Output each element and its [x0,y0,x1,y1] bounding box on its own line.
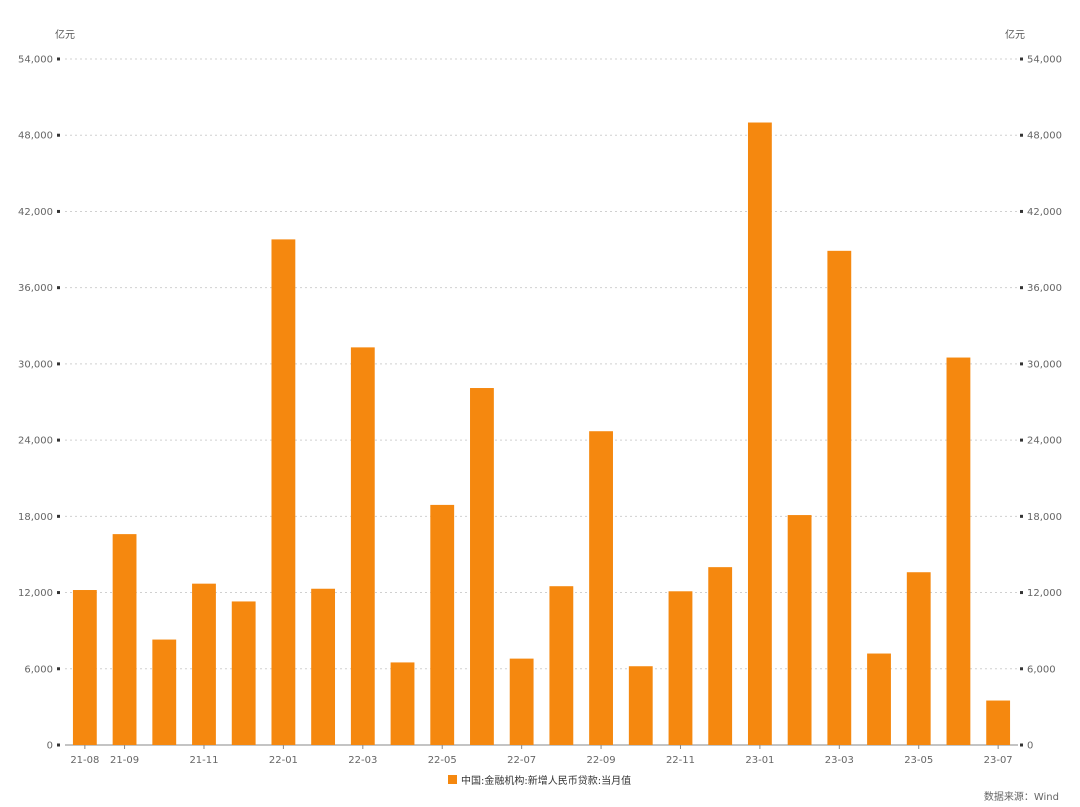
y-tick-right [1020,286,1023,290]
y-tick-left [57,133,60,137]
x-tick-label: 23-07 [984,755,1013,766]
y-tick-label-right: 54,000 [1027,55,1062,66]
y-tick-left [57,209,60,213]
bar-22-06 [470,388,494,745]
y-tick-left [57,591,60,595]
x-tick-label: 23-01 [745,755,774,766]
x-tick-label: 22-01 [269,755,298,766]
y-tick-label-right: 12,000 [1027,588,1062,599]
x-tick-label: 22-03 [348,755,377,766]
bar-23-05 [906,572,931,745]
bar-23-02 [787,515,812,745]
y-axis-left-unit: 亿元 [55,28,75,41]
y-tick-right [1020,514,1023,518]
bar-22-05 [430,504,455,745]
bar-23-07 [986,700,1011,745]
y-axis-left-labels: 0 6,000 12,000 18,000 24,000 30,000 36,000 42,0… [18,55,60,752]
y-tick-label-left: 42,000 [18,207,53,218]
y-tick-label-left: 54,000 [18,55,53,66]
x-tick-label: 23-03 [825,755,854,766]
y-tick-label-left: 18,000 [18,512,53,523]
y-tick-right [1020,133,1023,137]
bar-23-01 [747,122,772,746]
bar-22-07 [509,658,534,745]
y-tick-label-left: 12,000 [18,588,53,599]
y-tick-left [57,57,60,61]
bar-21-12 [231,601,256,745]
bar-22-09 [589,431,613,745]
bar-22-01 [271,239,296,746]
bar-23-04 [867,653,891,745]
data-source: 数据来源：Wind [983,792,1059,803]
bar-22-12 [708,567,733,745]
y-tick-left [57,667,60,671]
y-tick-right [1020,743,1023,747]
x-tick-label: 22-09 [587,755,616,766]
y-tick-label-right: 18,000 [1027,512,1062,523]
y-tick-left [57,362,60,366]
bar-22-08 [549,586,574,745]
x-tick-label: 22-07 [507,755,536,766]
grid-lines [65,58,1018,670]
bar-22-03 [350,347,375,745]
y-tick-label-right: 48,000 [1027,131,1062,142]
x-tick-label: 23-05 [904,755,933,766]
bar-22-11 [668,591,693,745]
y-tick-label-right: 24,000 [1027,436,1062,447]
y-tick-label-right: 30,000 [1027,359,1062,370]
bar-22-02 [311,588,336,745]
x-tick-label: 21-09 [110,755,139,766]
legend-swatch [448,775,457,784]
y-tick-left [57,438,60,442]
bar-21-09 [112,534,137,745]
bar-21-11 [192,583,216,745]
y-tick-label-right: 6,000 [1027,664,1056,675]
legend: 中国:金融机构:新增人民币贷款:当月值 [448,772,631,787]
y-tick-right [1020,209,1023,213]
y-tick-label-right: 0 [1027,741,1033,752]
bars [72,122,1011,746]
y-tick-label-left: 6,000 [24,664,53,675]
legend-label: 中国:金融机构:新增人民币贷款:当月值 [461,776,632,787]
bar-23-03 [827,250,852,745]
axes [65,744,1018,749]
bar-22-10 [628,666,653,745]
y-tick-label-right: 36,000 [1027,283,1062,294]
y-tick-right [1020,438,1023,442]
y-tick-label-left: 24,000 [18,436,53,447]
bar-21-08 [72,590,97,745]
bar-22-04 [390,662,415,745]
x-tick-label: 22-11 [666,755,695,766]
y-tick-label-left: 36,000 [18,283,53,294]
y-tick-right [1020,667,1023,671]
y-tick-label-right: 42,000 [1027,207,1062,218]
bar-21-10 [152,639,177,745]
y-tick-left [57,743,60,747]
y-tick-left [57,514,60,518]
y-tick-label-left: 0 [47,741,53,752]
x-tick-label: 21-11 [189,755,218,766]
y-tick-label-left: 30,000 [18,359,53,370]
y-tick-right [1020,591,1023,595]
bar-23-06 [946,357,971,745]
y-tick-label-left: 48,000 [18,131,53,142]
x-axis-labels: 21-08 21-09 21-11 22-01 22-03 22-05 22-07 22-09… [70,755,1012,766]
y-tick-right [1020,57,1023,61]
x-tick-label: 22-05 [428,755,457,766]
y-tick-left [57,286,60,290]
y-axis-right-labels: 0 6,000 12,000 18,000 24,000 30,000 36,000 42,0… [1020,55,1062,752]
y-axis-right-unit: 亿元 [1005,28,1025,41]
x-tick-label: 21-08 [70,755,99,766]
y-tick-right [1020,362,1023,366]
